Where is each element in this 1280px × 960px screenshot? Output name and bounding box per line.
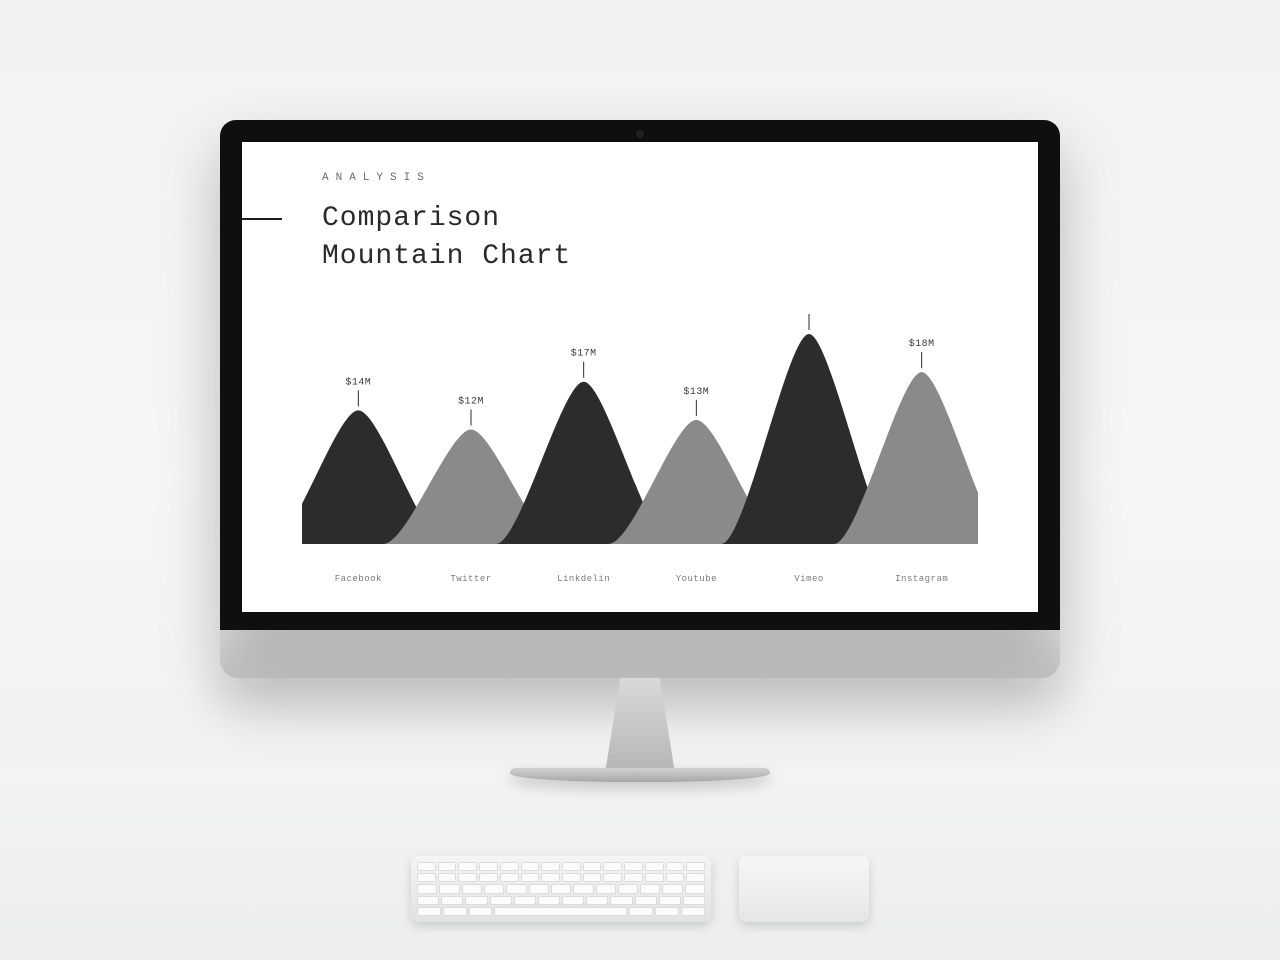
slide-screen: ANALYSIS Comparison Mountain Chart $14M $… (242, 142, 1038, 612)
monitor-stand-neck (595, 678, 685, 768)
camera-dot (636, 130, 644, 138)
x-axis-label: Linkdelin (527, 574, 640, 584)
title-rule (242, 218, 282, 220)
x-axis-label: Vimeo (753, 574, 866, 584)
x-axis-label: Instagram (865, 574, 978, 584)
monitor-stand-base (510, 768, 770, 782)
value-label: $14M (345, 376, 371, 387)
slide-title: Comparison Mountain Chart (322, 200, 571, 276)
x-axis-labels: FacebookTwitterLinkdelinYoutubeVimeoInst… (302, 574, 978, 584)
x-axis-label: Youtube (640, 574, 753, 584)
slide-eyebrow: ANALYSIS (322, 172, 431, 184)
chart-svg: $14M$12M$17M$13M$22M$18M (302, 312, 978, 562)
keyboard (411, 856, 711, 922)
x-axis-label: Twitter (415, 574, 528, 584)
value-label: $17M (571, 348, 597, 359)
monitor-mockup: ANALYSIS Comparison Mountain Chart $14M $… (220, 120, 1060, 782)
monitor-chin (220, 630, 1060, 678)
monitor-bezel: ANALYSIS Comparison Mountain Chart $14M $… (220, 120, 1060, 630)
mountain-chart: $14M$12M$17M$13M$22M$18M (302, 312, 978, 562)
value-label: $18M (909, 338, 935, 349)
peripherals (411, 856, 869, 922)
value-label: $12M (458, 395, 484, 406)
trackpad (739, 856, 869, 922)
x-axis-label: Facebook (302, 574, 415, 584)
value-label: $13M (683, 386, 709, 397)
